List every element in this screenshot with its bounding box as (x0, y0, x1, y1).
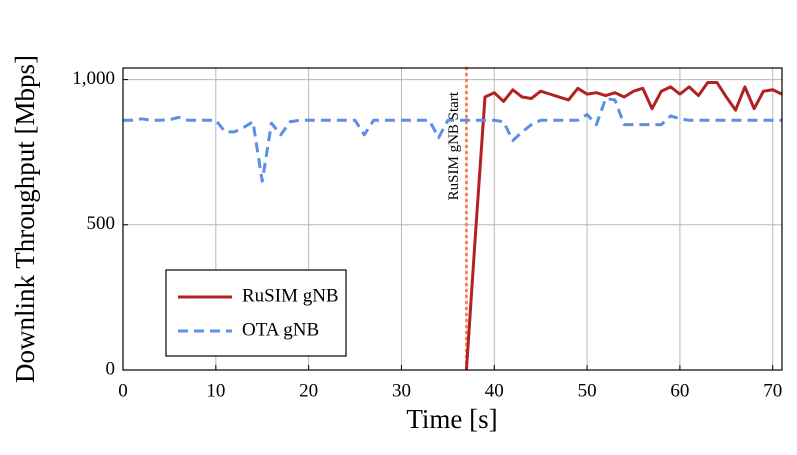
y-axis-label: Downlink Throughput [Mbps] (10, 55, 40, 383)
x-tick-label: 30 (392, 380, 411, 401)
legend-box (165, 269, 347, 357)
x-tick-label: 10 (206, 380, 225, 401)
y-tick-label: 0 (106, 358, 116, 379)
annotation-text: RuSIM gNB Start (446, 91, 462, 200)
x-tick-label: 0 (118, 380, 128, 401)
x-axis-label: Time [s] (406, 404, 497, 434)
y-tick-label: 1,000 (72, 68, 115, 89)
plot-frame (122, 67, 783, 371)
legend-label: OTA gNB (242, 319, 319, 340)
y-tick-label: 500 (87, 213, 116, 234)
x-tick-label: 50 (578, 380, 597, 401)
series-line (464, 81, 783, 371)
x-tick-label: 40 (485, 380, 504, 401)
legend-label: RuSIM gNB (242, 285, 339, 306)
series-line (123, 96, 782, 183)
x-tick-label: 70 (763, 380, 782, 401)
x-tick-label: 20 (299, 380, 318, 401)
x-tick-label: 60 (670, 380, 689, 401)
